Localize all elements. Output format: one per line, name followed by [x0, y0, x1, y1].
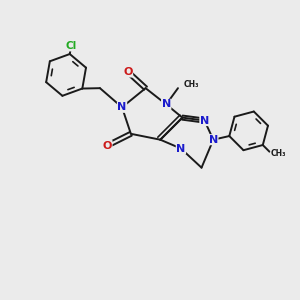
Text: N: N: [162, 99, 171, 110]
Text: N: N: [209, 135, 218, 145]
Text: N: N: [200, 116, 209, 126]
Text: CH₃: CH₃: [183, 80, 199, 89]
Text: Cl: Cl: [66, 41, 77, 51]
Text: N: N: [117, 102, 127, 112]
Text: O: O: [123, 67, 133, 77]
Text: N: N: [176, 143, 185, 154]
Text: CH₃: CH₃: [271, 149, 286, 158]
Text: O: O: [103, 141, 112, 151]
